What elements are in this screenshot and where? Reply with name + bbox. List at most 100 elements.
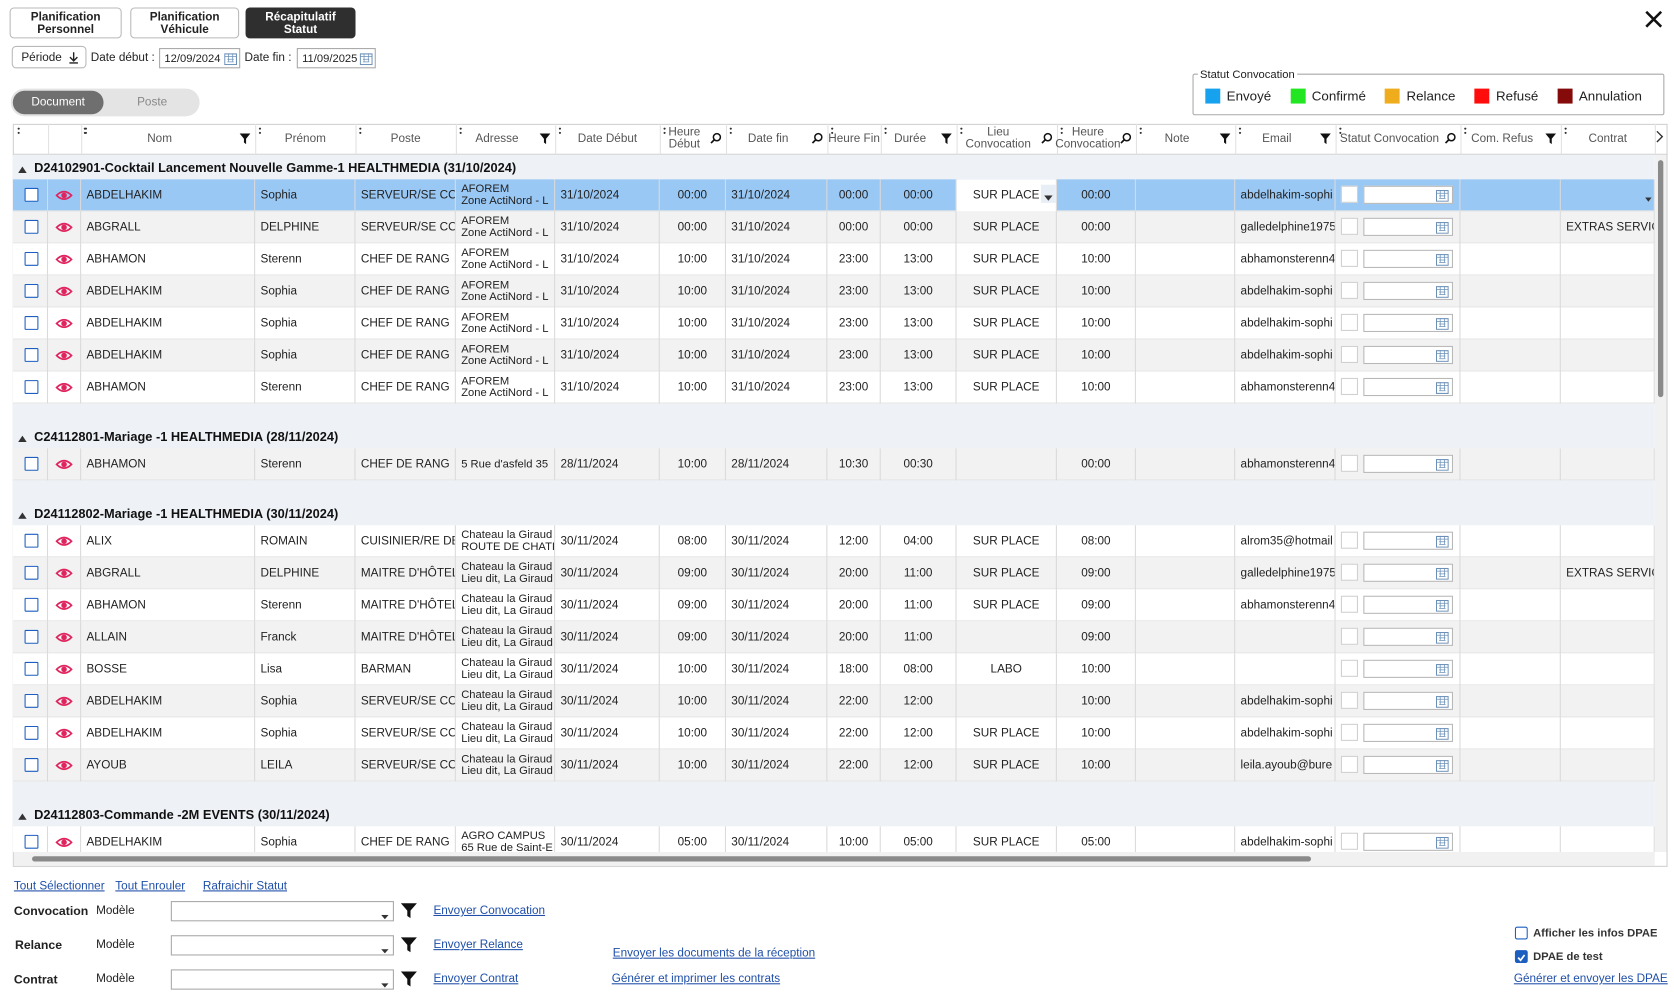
end-date[interactable]: 11/09/2025 [296, 48, 376, 69]
grid-row[interactable]: BOSSE Lisa BARMAN Chateau la Giraud Lieu dit… [12, 653, 1655, 686]
column-header[interactable]: Prénom [284, 131, 326, 145]
filter-icon[interactable] [400, 970, 417, 987]
status-box[interactable] [1340, 454, 1358, 472]
column-header[interactable]: Heure Convocation [1055, 125, 1121, 151]
calendar-icon[interactable] [1435, 836, 1449, 849]
calendar-icon[interactable] [1435, 535, 1449, 548]
calendar-icon[interactable] [1435, 253, 1449, 266]
group-header[interactable]: D24102901-Cocktail Lancement Nouvelle Ga… [13, 155, 1655, 180]
status-box[interactable] [1340, 755, 1358, 773]
horizontal-scrollbar[interactable] [13, 851, 1655, 866]
calendar-icon[interactable] [1435, 631, 1449, 644]
column-header[interactable]: Heure Fin [828, 131, 880, 145]
status-date[interactable] [1363, 377, 1454, 397]
calendar-icon[interactable] [1435, 695, 1449, 708]
row-checkbox[interactable] [24, 834, 39, 849]
grid-row[interactable]: ABDELHAKIM Sophia CHEF DE RANG AGRO CAMPUS 6… [12, 826, 1655, 852]
view-icon[interactable] [55, 458, 73, 471]
column-header[interactable]: Date fin [747, 131, 789, 145]
filter-icon[interactable] [400, 902, 417, 919]
filter-icon[interactable] [400, 936, 417, 953]
status-date[interactable] [1363, 249, 1454, 268]
view-icon[interactable] [55, 349, 73, 362]
status-box[interactable] [1340, 249, 1358, 267]
row-checkbox[interactable] [24, 757, 39, 772]
status-date[interactable] [1363, 832, 1454, 851]
status-box[interactable] [1340, 627, 1358, 645]
checkbox[interactable] [1514, 926, 1528, 940]
status-date[interactable] [1363, 659, 1454, 678]
status-box[interactable] [1340, 313, 1358, 331]
column-header[interactable]: Poste [390, 131, 421, 145]
row-checkbox[interactable] [24, 565, 39, 580]
close-button[interactable] [1644, 10, 1663, 29]
view-icon[interactable] [55, 836, 73, 849]
status-box[interactable] [1340, 563, 1358, 581]
view-icon[interactable] [55, 381, 73, 394]
search-icon[interactable] [1041, 132, 1053, 144]
row-checkbox[interactable] [24, 316, 39, 330]
column-header[interactable]: Note [1164, 131, 1190, 145]
grid-row[interactable]: ABHAMON Sterenn MAITRE D'HÔTEL Chateau la G… [12, 589, 1655, 622]
column-header[interactable]: Date Début [577, 131, 638, 145]
link[interactable]: Générer et imprimer les contrats [611, 972, 781, 986]
grid-row[interactable]: ABDELHAKIM Sophia CHEF DE RANG AFOREM Zone A… [12, 275, 1655, 308]
row-checkbox[interactable] [24, 380, 39, 394]
model-select[interactable] [170, 901, 394, 922]
calendar-icon[interactable] [1435, 189, 1449, 202]
vertical-scrollbar[interactable] [1654, 154, 1667, 852]
checkbox[interactable] [1514, 950, 1528, 963]
collapse-icon[interactable] [18, 432, 27, 442]
start-date[interactable]: 12/09/2024 [159, 48, 241, 69]
row-checkbox[interactable] [24, 251, 39, 266]
grid-row[interactable]: ABHAMON Sterenn CHEF DE RANG AFOREM Zone Act… [12, 371, 1655, 404]
filter-icon[interactable] [1219, 132, 1231, 145]
row-checkbox[interactable] [24, 533, 39, 548]
row-checkbox[interactable] [24, 219, 39, 234]
row-checkbox[interactable] [24, 456, 39, 471]
status-box[interactable] [1340, 281, 1358, 299]
status-date[interactable] [1363, 595, 1454, 614]
filter-icon[interactable] [539, 132, 551, 145]
view-icon[interactable] [55, 285, 73, 298]
group-header[interactable]: D24112803-Commande -2M EVENTS (30/11/202… [13, 802, 1655, 827]
filter-icon[interactable] [1320, 132, 1332, 145]
status-box[interactable] [1340, 691, 1358, 709]
calendar-icon[interactable] [1435, 381, 1449, 394]
column-header[interactable]: Adresse [475, 131, 519, 145]
calendar-icon[interactable] [1435, 285, 1449, 298]
status-date[interactable] [1363, 691, 1454, 710]
link[interactable]: Tout Enrouler [115, 879, 186, 893]
search-icon[interactable] [1120, 132, 1132, 144]
view-icon[interactable] [55, 535, 73, 548]
view-icon[interactable] [55, 317, 73, 330]
link[interactable]: Envoyer Relance [433, 938, 523, 952]
row-checkbox[interactable] [24, 348, 39, 362]
row-checkbox[interactable] [24, 693, 39, 708]
status-box[interactable] [1340, 659, 1358, 677]
scroll-thumb[interactable] [32, 856, 1312, 862]
status-box[interactable] [1340, 217, 1358, 235]
view-icon[interactable] [55, 221, 73, 234]
column-header[interactable]: Nom [147, 131, 173, 145]
grid-row[interactable]: ABDELHAKIM Sophia CHEF DE RANG AFOREM Zone A… [12, 339, 1655, 372]
status-date[interactable] [1363, 281, 1454, 300]
period-button[interactable]: Période [11, 45, 87, 69]
column-header[interactable]: Contrat [1588, 131, 1628, 145]
filter-icon[interactable] [941, 132, 953, 145]
status-date[interactable] [1363, 345, 1454, 365]
filter-icon[interactable] [1545, 132, 1557, 145]
status-box[interactable] [1340, 377, 1358, 396]
grid-row[interactable]: ABDELHAKIM Sophia CHEF DE RANG AFOREM Zone A… [12, 307, 1655, 340]
grid-row[interactable]: ABHAMON Sterenn CHEF DE RANG 5 Rue d'asfeld… [12, 448, 1655, 481]
grid-row[interactable]: ALLAIN Franck MAITRE D'HÔTEL Chateau la Gir… [12, 621, 1655, 654]
calendar-icon[interactable] [1435, 759, 1449, 772]
view-icon[interactable] [55, 663, 73, 676]
column-header[interactable]: Lieu Convocation [965, 125, 1031, 151]
column-header[interactable]: Heure Début [668, 125, 701, 151]
view-icon[interactable] [55, 189, 73, 202]
link[interactable]: Envoyer Convocation [433, 904, 546, 918]
view-icon[interactable] [55, 727, 73, 740]
